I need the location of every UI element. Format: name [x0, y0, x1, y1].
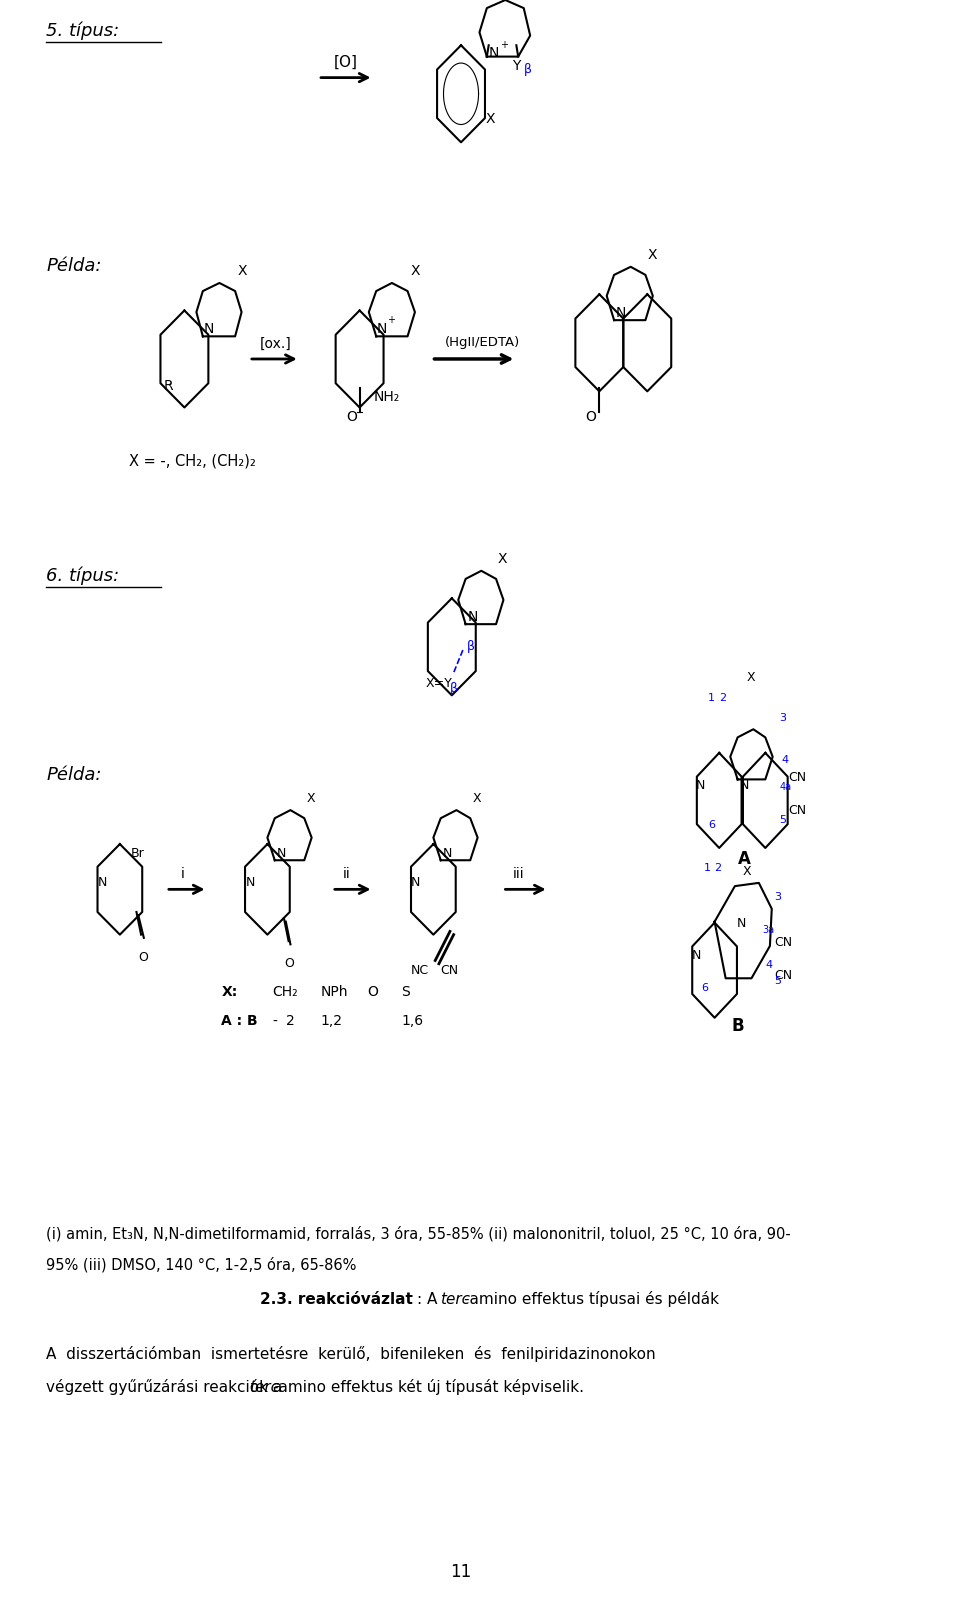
Text: O: O: [284, 957, 294, 970]
Text: iii: iii: [513, 867, 524, 881]
Text: NC: NC: [410, 964, 428, 977]
Text: 3: 3: [780, 713, 786, 723]
Text: X=Y: X=Y: [426, 678, 453, 690]
Text: N: N: [616, 306, 626, 320]
Text: : A: : A: [417, 1292, 442, 1307]
Text: N: N: [736, 917, 746, 930]
Text: 1,6: 1,6: [401, 1014, 423, 1028]
Text: Y: Y: [512, 58, 520, 73]
Text: i: i: [180, 867, 184, 881]
Text: terc: terc: [249, 1381, 279, 1395]
Text: 5: 5: [775, 977, 781, 986]
Text: O: O: [138, 951, 148, 964]
Text: O: O: [346, 409, 357, 424]
Text: N: N: [245, 876, 254, 889]
Text: 1,2: 1,2: [321, 1014, 343, 1028]
Text: CN: CN: [441, 964, 459, 977]
Text: végzett gyűrűzárási reakciók a: végzett gyűrűzárási reakciók a: [46, 1379, 287, 1395]
Text: R: R: [164, 378, 174, 393]
Text: N: N: [204, 322, 214, 336]
Text: CN: CN: [788, 804, 806, 817]
Text: 1: 1: [708, 694, 715, 703]
Text: N: N: [489, 45, 499, 60]
Text: S: S: [401, 985, 410, 999]
Text: 4: 4: [765, 960, 773, 970]
Text: O: O: [367, 985, 378, 999]
Text: -amino effektus két új típusát képviselik.: -amino effektus két új típusát képviseli…: [273, 1379, 584, 1395]
Text: X: X: [307, 792, 316, 805]
Text: Br: Br: [131, 847, 145, 860]
Text: CN: CN: [775, 969, 793, 982]
Text: 6: 6: [701, 983, 708, 993]
Text: X: X: [473, 792, 482, 805]
Text: +: +: [387, 315, 396, 325]
Text: N: N: [691, 949, 701, 962]
Text: β: β: [524, 63, 532, 76]
Text: terc: terc: [440, 1292, 469, 1307]
Text: B: B: [732, 1017, 744, 1035]
Text: 4a: 4a: [780, 783, 791, 792]
Text: [O]: [O]: [334, 55, 358, 70]
Text: CN: CN: [775, 936, 793, 949]
Text: N: N: [696, 779, 706, 792]
Text: [ox.]: [ox.]: [260, 336, 292, 351]
Text: N: N: [411, 876, 420, 889]
Text: NH₂: NH₂: [373, 390, 399, 404]
Text: 6: 6: [708, 820, 715, 830]
Text: X:: X:: [222, 985, 237, 999]
Text: Példa:: Példa:: [46, 257, 102, 275]
Text: 5. típus:: 5. típus:: [46, 23, 119, 40]
Text: (HgII/EDTA): (HgII/EDTA): [444, 336, 519, 349]
Text: 11: 11: [450, 1564, 471, 1581]
Text: 2: 2: [286, 1014, 295, 1028]
Text: 2: 2: [719, 694, 727, 703]
Text: ii: ii: [343, 867, 350, 881]
Text: (i) amin, Et₃N, N,N-dimetilformamid, forralás, 3 óra, 55-85% (ii) malononitril, : (i) amin, Et₃N, N,N-dimetilformamid, for…: [46, 1226, 791, 1242]
Text: 4: 4: [781, 755, 789, 765]
Text: -amino effektus típusai és példák: -amino effektus típusai és példák: [464, 1290, 719, 1307]
Text: 2: 2: [714, 863, 722, 873]
Text: X: X: [647, 247, 657, 262]
Text: N: N: [468, 610, 478, 624]
Text: β': β': [467, 640, 478, 653]
Text: 2.3. reakcióvázlat: 2.3. reakcióvázlat: [260, 1292, 413, 1307]
Text: CN: CN: [788, 771, 806, 784]
Text: 3a: 3a: [762, 925, 775, 935]
Text: X: X: [238, 264, 248, 278]
Text: X: X: [486, 112, 495, 126]
Text: 6. típus:: 6. típus:: [46, 568, 119, 585]
Text: X: X: [410, 264, 420, 278]
Text: N: N: [276, 847, 286, 860]
Text: β: β: [450, 682, 458, 695]
Text: N: N: [443, 847, 452, 860]
Text: A: A: [737, 851, 751, 868]
Text: X: X: [498, 551, 508, 566]
Text: 5: 5: [780, 815, 786, 825]
Text: A : B: A : B: [222, 1014, 258, 1028]
Text: CH₂: CH₂: [272, 985, 298, 999]
Text: +: +: [500, 40, 508, 50]
Text: X = -, CH₂, (CH₂)₂: X = -, CH₂, (CH₂)₂: [129, 454, 256, 469]
Text: 1: 1: [704, 863, 710, 873]
Text: X: X: [747, 671, 756, 684]
Text: -: -: [272, 1014, 276, 1028]
Text: N: N: [739, 779, 749, 792]
Text: 95% (iii) DMSO, 140 °C, 1-2,5 óra, 65-86%: 95% (iii) DMSO, 140 °C, 1-2,5 óra, 65-86…: [46, 1256, 356, 1273]
Text: A  disszertációmban  ismertetésre  kerülő,  bifenileken  és  fenilpiridazinonoko: A disszertációmban ismertetésre kerülő, …: [46, 1345, 656, 1362]
Text: Példa:: Példa:: [46, 766, 102, 784]
Text: N: N: [376, 322, 387, 336]
Text: X: X: [742, 865, 751, 878]
Text: 3: 3: [775, 893, 781, 902]
Text: N: N: [98, 876, 108, 889]
Text: O: O: [586, 409, 596, 424]
Text: NPh: NPh: [321, 985, 348, 999]
